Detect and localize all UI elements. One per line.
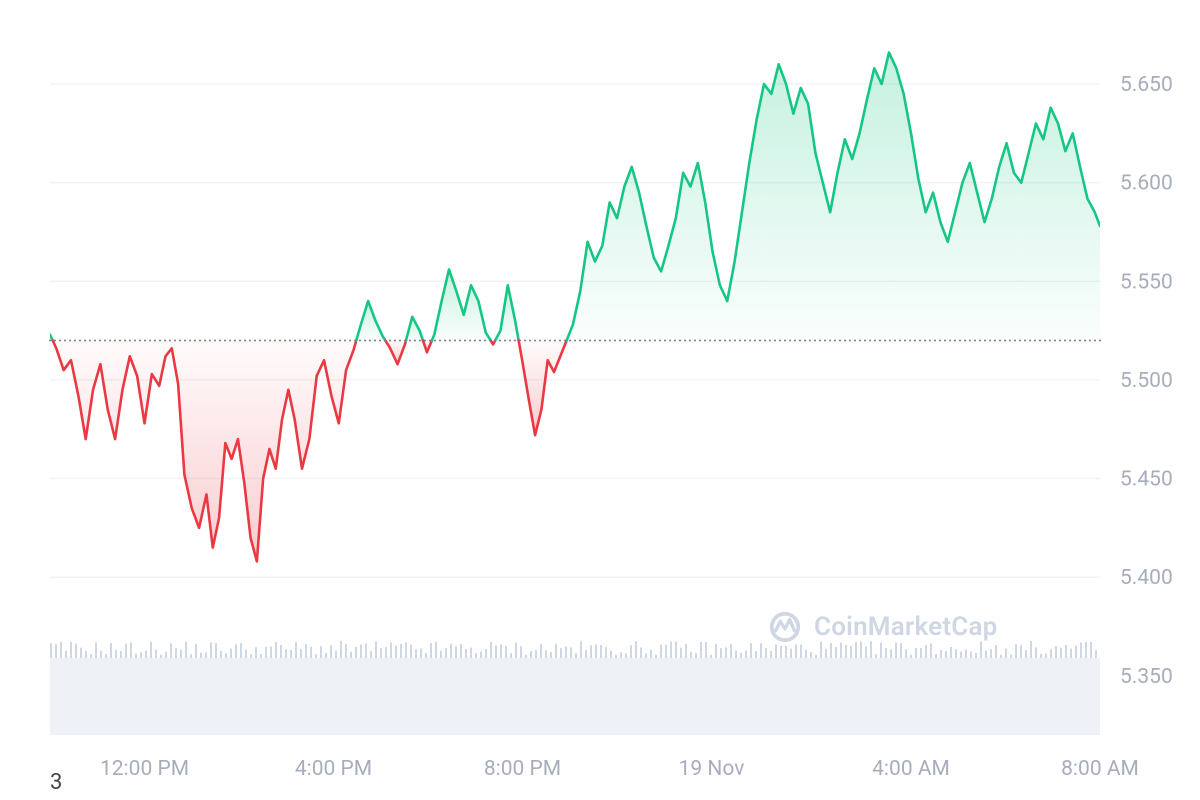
x-axis-label: 12:00 PM: [100, 757, 189, 781]
y-axis-label: 5.500: [1120, 369, 1173, 393]
y-axis-label: 5.650: [1120, 73, 1173, 97]
y-axis-label: 5.600: [1120, 172, 1173, 196]
y-axis-label: 5.450: [1120, 468, 1173, 492]
corner-number: 3: [50, 770, 62, 795]
price-chart: 5.350 5.400 5.450 5.500 5.550 5.600 5.650 12:00…: [0, 0, 1200, 800]
x-axis-label: 4:00 PM: [295, 757, 372, 781]
y-axis-label: 5.400: [1120, 566, 1173, 590]
chart-svg[interactable]: 5.350 5.400 5.450 5.500 5.550 5.600 5.650 12:00…: [0, 0, 1200, 800]
x-axis-label: 4:00 AM: [872, 757, 950, 781]
x-axis-label: 19 Nov: [679, 757, 745, 781]
y-axis-label: 5.550: [1120, 270, 1173, 294]
x-axis-label: 8:00 AM: [1061, 757, 1139, 781]
y-axis-label: 5.350: [1120, 665, 1173, 689]
x-axis-label: 8:00 PM: [484, 757, 561, 781]
